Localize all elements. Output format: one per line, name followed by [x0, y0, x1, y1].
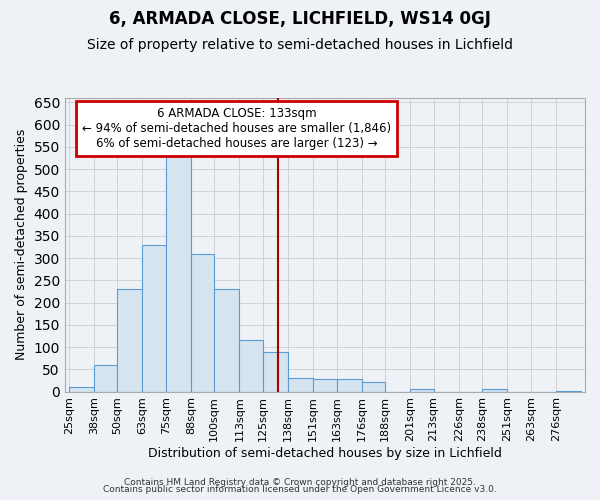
Text: Contains HM Land Registry data © Crown copyright and database right 2025.: Contains HM Land Registry data © Crown c… — [124, 478, 476, 487]
Bar — [263, 352, 288, 392]
Bar — [68, 387, 94, 392]
Text: 6, ARMADA CLOSE, LICHFIELD, WS14 0GJ: 6, ARMADA CLOSE, LICHFIELD, WS14 0GJ — [109, 10, 491, 28]
Text: 6 ARMADA CLOSE: 133sqm
← 94% of semi-detached houses are smaller (1,846)
6% of s: 6 ARMADA CLOSE: 133sqm ← 94% of semi-det… — [82, 107, 391, 150]
Bar — [362, 382, 385, 392]
Bar — [239, 340, 263, 392]
Bar — [482, 390, 508, 392]
Bar — [94, 365, 117, 392]
Bar — [313, 379, 337, 392]
Bar — [214, 290, 239, 392]
Bar — [337, 379, 362, 392]
Bar — [117, 290, 142, 392]
X-axis label: Distribution of semi-detached houses by size in Lichfield: Distribution of semi-detached houses by … — [148, 447, 502, 460]
Bar — [142, 245, 166, 392]
Y-axis label: Number of semi-detached properties: Number of semi-detached properties — [15, 129, 28, 360]
Bar — [166, 154, 191, 392]
Bar — [410, 390, 434, 392]
Text: Size of property relative to semi-detached houses in Lichfield: Size of property relative to semi-detach… — [87, 38, 513, 52]
Bar — [191, 254, 214, 392]
Bar — [288, 378, 313, 392]
Bar — [556, 390, 581, 392]
Text: Contains public sector information licensed under the Open Government Licence v3: Contains public sector information licen… — [103, 486, 497, 494]
